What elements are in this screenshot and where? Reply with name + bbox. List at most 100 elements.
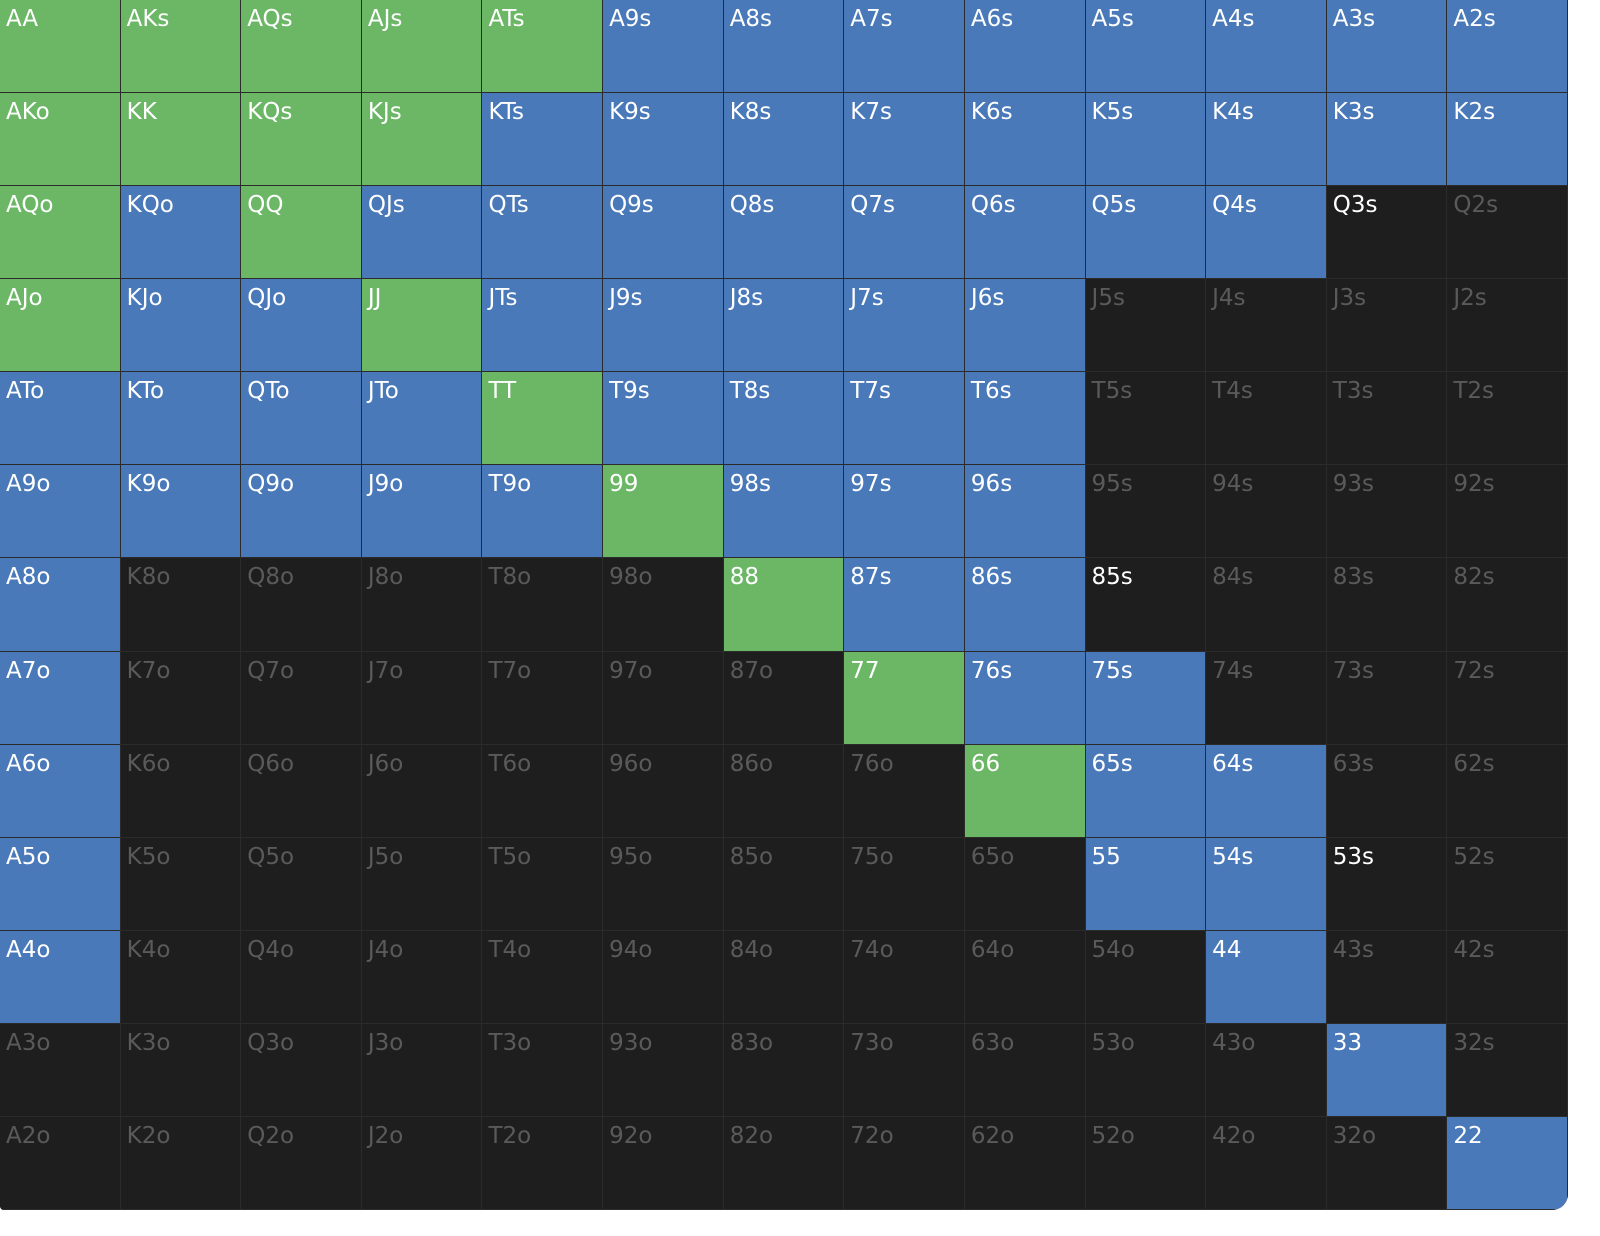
hand-cell[interactable]: A9o (0, 465, 121, 559)
hand-cell[interactable]: JJ (361, 279, 483, 373)
hand-cell[interactable]: A7s (844, 0, 965, 94)
hand-cell[interactable]: 82o (723, 1116, 845, 1210)
hand-cell[interactable]: 54o (1085, 930, 1207, 1024)
hand-cell[interactable]: QTo (241, 372, 362, 466)
hand-cell[interactable]: 87o (723, 651, 845, 745)
hand-cell[interactable]: 93s (1326, 465, 1448, 559)
hand-cell[interactable]: 53o (1085, 1023, 1207, 1117)
hand-cell[interactable]: A2o (0, 1116, 121, 1210)
hand-cell[interactable]: K8s (723, 93, 845, 187)
hand-cell[interactable]: T4s (1206, 372, 1327, 466)
hand-cell[interactable]: 32o (1326, 1116, 1448, 1210)
hand-cell[interactable]: Q7o (241, 651, 362, 745)
hand-cell[interactable]: Q9o (241, 465, 362, 559)
hand-cell[interactable]: 92s (1447, 465, 1568, 559)
hand-cell[interactable]: T8o (482, 558, 604, 652)
hand-cell[interactable]: A5s (1085, 0, 1207, 94)
hand-cell[interactable]: J5s (1085, 279, 1207, 373)
hand-cell[interactable]: K6o (120, 744, 242, 838)
hand-cell[interactable]: K9s (603, 93, 724, 187)
hand-cell[interactable]: 63o (964, 1023, 1086, 1117)
hand-cell[interactable]: A6o (0, 744, 121, 838)
hand-cell[interactable]: J8o (361, 558, 483, 652)
hand-cell[interactable]: 84s (1206, 558, 1327, 652)
hand-cell[interactable]: 42s (1447, 930, 1568, 1024)
hand-cell[interactable]: J7s (844, 279, 965, 373)
hand-cell[interactable]: 53s (1326, 837, 1448, 931)
hand-cell[interactable]: JTo (361, 372, 483, 466)
hand-cell[interactable]: Q9s (603, 186, 724, 280)
hand-cell[interactable]: ATs (482, 0, 604, 94)
hand-cell[interactable]: 43o (1206, 1023, 1327, 1117)
hand-cell[interactable]: A4o (0, 930, 121, 1024)
hand-cell[interactable]: 73o (844, 1023, 965, 1117)
hand-cell[interactable]: 62s (1447, 744, 1568, 838)
hand-cell[interactable]: 74o (844, 930, 965, 1024)
hand-cell[interactable]: J4s (1206, 279, 1327, 373)
hand-cell[interactable]: T5o (482, 837, 604, 931)
hand-cell[interactable]: A7o (0, 651, 121, 745)
hand-cell[interactable]: KQs (241, 93, 362, 187)
hand-cell[interactable]: 95o (603, 837, 724, 931)
hand-cell[interactable]: 66 (964, 744, 1086, 838)
hand-cell[interactable]: 86s (964, 558, 1086, 652)
hand-cell[interactable]: ATo (0, 372, 121, 466)
hand-cell[interactable]: Q4o (241, 930, 362, 1024)
hand-cell[interactable]: 72o (844, 1116, 965, 1210)
hand-cell[interactable]: K7s (844, 93, 965, 187)
hand-cell[interactable]: 33 (1326, 1023, 1448, 1117)
hand-cell[interactable]: 42o (1206, 1116, 1327, 1210)
hand-cell[interactable]: 94s (1206, 465, 1327, 559)
hand-cell[interactable]: 99 (603, 465, 724, 559)
hand-cell[interactable]: 76s (964, 651, 1086, 745)
hand-cell[interactable]: 55 (1085, 837, 1207, 931)
hand-cell[interactable]: 98s (723, 465, 845, 559)
hand-cell[interactable]: K5s (1085, 93, 1207, 187)
hand-cell[interactable]: 63s (1326, 744, 1448, 838)
hand-cell[interactable]: 52s (1447, 837, 1568, 931)
hand-cell[interactable]: T7o (482, 651, 604, 745)
hand-cell[interactable]: T3o (482, 1023, 604, 1117)
hand-cell[interactable]: 96s (964, 465, 1086, 559)
hand-cell[interactable]: J5o (361, 837, 483, 931)
hand-cell[interactable]: K4o (120, 930, 242, 1024)
hand-cell[interactable]: Q6s (964, 186, 1086, 280)
hand-cell[interactable]: J9s (603, 279, 724, 373)
hand-cell[interactable]: 95s (1085, 465, 1207, 559)
hand-cell[interactable]: 88 (723, 558, 845, 652)
hand-cell[interactable]: AJs (361, 0, 483, 94)
hand-cell[interactable]: Q2s (1447, 186, 1568, 280)
hand-cell[interactable]: Q6o (241, 744, 362, 838)
hand-cell[interactable]: 72s (1447, 651, 1568, 745)
hand-cell[interactable]: A8s (723, 0, 845, 94)
hand-cell[interactable]: KK (120, 93, 242, 187)
hand-cell[interactable]: QJs (361, 186, 483, 280)
hand-cell[interactable]: Q8o (241, 558, 362, 652)
hand-cell[interactable]: A3s (1326, 0, 1448, 94)
hand-cell[interactable]: KJs (361, 93, 483, 187)
hand-cell[interactable]: A5o (0, 837, 121, 931)
hand-cell[interactable]: T6s (964, 372, 1086, 466)
hand-cell[interactable]: J9o (361, 465, 483, 559)
hand-cell[interactable]: 97o (603, 651, 724, 745)
hand-cell[interactable]: Q7s (844, 186, 965, 280)
hand-cell[interactable]: 64s (1206, 744, 1327, 838)
hand-cell[interactable]: J4o (361, 930, 483, 1024)
hand-cell[interactable]: 86o (723, 744, 845, 838)
hand-cell[interactable]: T2s (1447, 372, 1568, 466)
hand-cell[interactable]: K5o (120, 837, 242, 931)
hand-cell[interactable]: KTs (482, 93, 604, 187)
hand-cell[interactable]: J3o (361, 1023, 483, 1117)
hand-cell[interactable]: Q3s (1326, 186, 1448, 280)
hand-cell[interactable]: 65s (1085, 744, 1207, 838)
hand-cell[interactable]: T9s (603, 372, 724, 466)
hand-cell[interactable]: AKo (0, 93, 121, 187)
hand-cell[interactable]: KTo (120, 372, 242, 466)
hand-cell[interactable]: Q2o (241, 1116, 362, 1210)
hand-cell[interactable]: Q3o (241, 1023, 362, 1117)
hand-cell[interactable]: QQ (241, 186, 362, 280)
hand-cell[interactable]: K4s (1206, 93, 1327, 187)
hand-cell[interactable]: 32s (1447, 1023, 1568, 1117)
hand-cell[interactable]: 22 (1447, 1116, 1568, 1210)
hand-cell[interactable]: 83o (723, 1023, 845, 1117)
